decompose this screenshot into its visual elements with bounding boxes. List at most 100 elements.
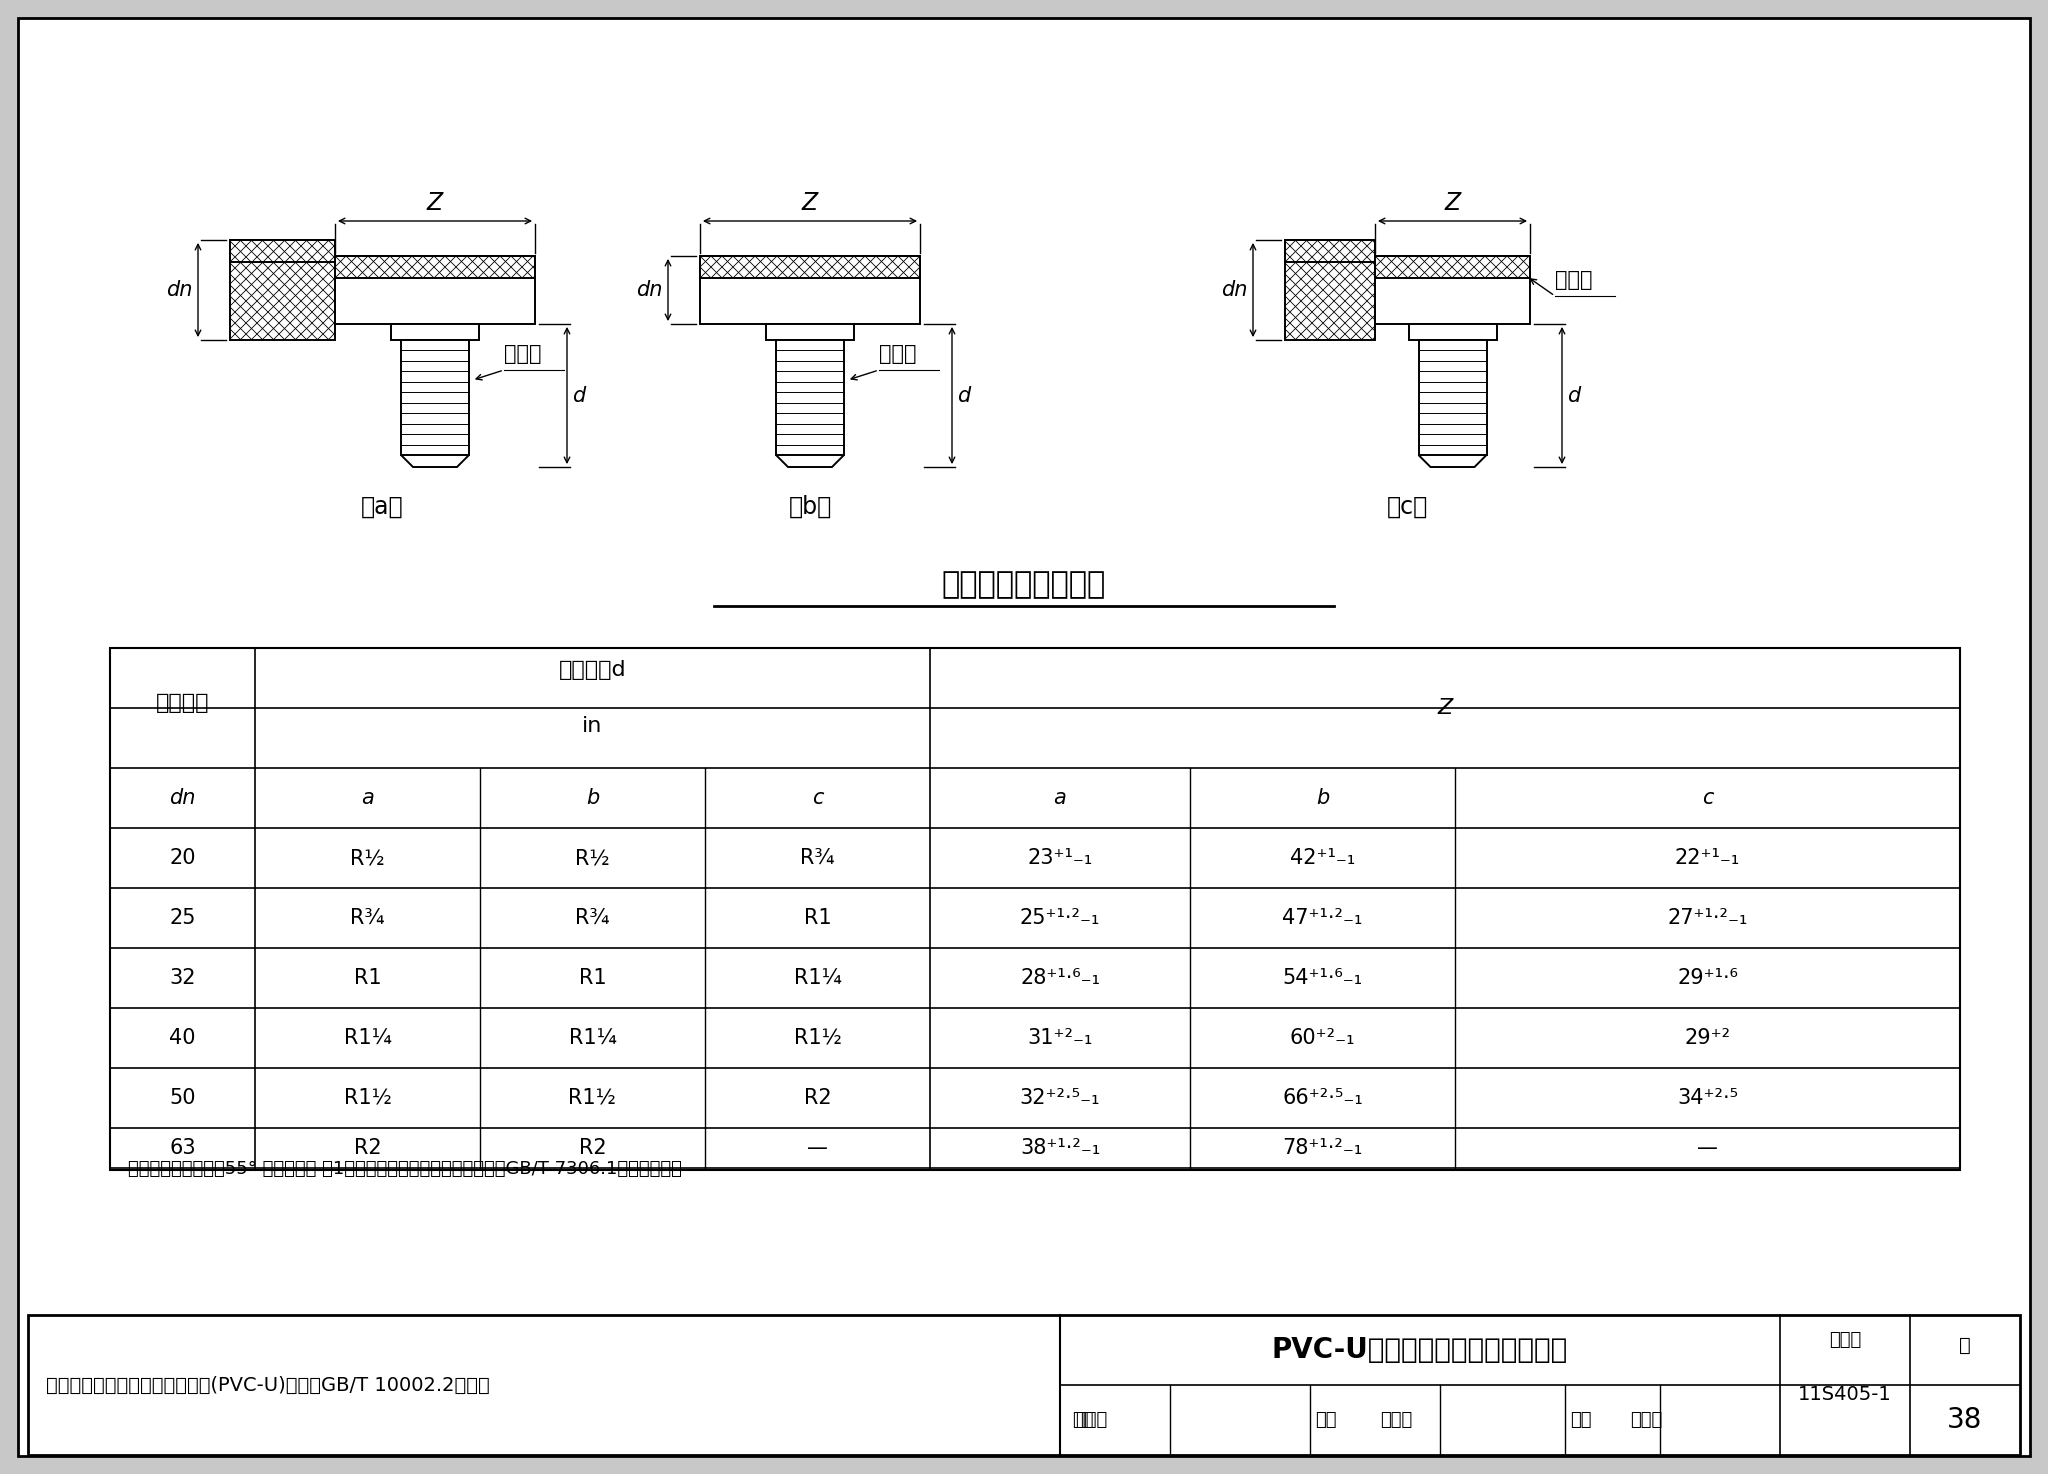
Text: c: c [1702,789,1714,808]
Text: 63: 63 [170,1138,197,1159]
Text: 29⁺¹⋅⁶: 29⁺¹⋅⁶ [1677,968,1739,988]
Text: 60⁺²₋₁: 60⁺²₋₁ [1290,1027,1356,1048]
Text: R¾: R¾ [801,848,836,868]
Text: 66⁺²⋅⁵₋₁: 66⁺²⋅⁵₋₁ [1282,1088,1362,1108]
Text: 32: 32 [170,968,197,988]
Text: 20: 20 [170,848,197,868]
Text: 31⁺²₋₁: 31⁺²₋₁ [1028,1027,1094,1048]
Bar [1419,340,1487,455]
Text: d: d [1567,386,1581,405]
Text: R½: R½ [350,848,385,868]
Text: R½: R½ [575,848,610,868]
Text: a: a [1053,789,1067,808]
Bar [1409,324,1497,340]
Bar [776,340,844,455]
Bar [1374,256,1530,279]
Text: R1½: R1½ [344,1088,391,1108]
Text: Z: Z [1444,192,1460,215]
Text: 注：螺纹尺寸符合〈55° 密封管螺纹 第1部分：圆柱内螺纹与圆锥外螺纹》GB/T 7306.1的有关规定。: 注：螺纹尺寸符合〈55° 密封管螺纹 第1部分：圆柱内螺纹与圆锥外螺纹》GB/T… [127,1160,682,1178]
Text: 34⁺²⋅⁵: 34⁺²⋅⁵ [1677,1088,1739,1108]
Text: （a）: （a） [360,495,403,519]
Text: 32⁺²⋅⁵₋₁: 32⁺²⋅⁵₋₁ [1020,1088,1100,1108]
Text: 28⁺¹⋅⁶₋₁: 28⁺¹⋅⁶₋₁ [1020,968,1100,988]
Text: d: d [571,386,586,405]
Text: 外螺纹: 外螺纹 [879,343,918,364]
Text: （c）: （c） [1386,495,1427,519]
Text: Z: Z [1438,699,1452,718]
Text: R1¼: R1¼ [344,1027,391,1048]
Text: 25⁺¹⋅²₋₁: 25⁺¹⋅²₋₁ [1020,908,1100,929]
Text: R2: R2 [803,1088,831,1108]
Text: 粘结和外螺纹变接头: 粘结和外螺纹变接头 [942,570,1106,598]
Text: 29⁺²: 29⁺² [1683,1027,1731,1048]
Bar [229,240,336,340]
Text: 外螺纹: 外螺纹 [1554,270,1593,290]
Bar [700,256,920,324]
Text: R2: R2 [580,1138,606,1159]
Text: Z: Z [803,192,817,215]
Bar [29,1315,2019,1455]
Text: 审核: 审核 [1071,1411,1094,1428]
Text: 54⁺¹⋅⁶₋₁: 54⁺¹⋅⁶₋₁ [1282,968,1362,988]
Text: R¾: R¾ [350,908,385,929]
Text: dn: dn [637,280,664,301]
Bar [391,324,479,340]
Text: 曲甲酉: 曲甲酉 [1075,1411,1108,1428]
Text: 校对: 校对 [1315,1411,1337,1428]
Text: R1½: R1½ [569,1088,616,1108]
Text: 陈永青: 陈永青 [1380,1411,1413,1428]
Text: 图集号: 图集号 [1829,1331,1862,1349]
Text: 页: 页 [1960,1335,1970,1355]
Bar [700,256,920,279]
Text: 设计: 设计 [1571,1411,1591,1428]
Text: 11S405-1: 11S405-1 [1798,1386,1892,1405]
Text: in: in [582,716,602,736]
Text: 40: 40 [170,1027,197,1048]
Bar [336,256,535,279]
Bar [1284,240,1374,262]
Text: 23⁺¹₋₁: 23⁺¹₋₁ [1028,848,1094,868]
Text: PVC-U管粘接接口注塑管件（四）: PVC-U管粘接接口注塑管件（四） [1272,1335,1569,1363]
Text: 78⁺¹⋅²₋₁: 78⁺¹⋅²₋₁ [1282,1138,1362,1159]
Text: 38: 38 [1948,1406,1982,1434]
Text: R1: R1 [580,968,606,988]
Text: dn: dn [170,789,197,808]
Text: —: — [807,1138,827,1159]
Text: 27⁺¹⋅²₋₁: 27⁺¹⋅²₋₁ [1667,908,1747,929]
Bar [111,649,1960,1170]
Bar [229,240,336,262]
Text: dn: dn [166,280,193,301]
Text: 47⁺¹⋅²₋₁: 47⁺¹⋅²₋₁ [1282,908,1362,929]
Text: R1: R1 [354,968,381,988]
Text: R¾: R¾ [575,908,610,929]
Text: b: b [1317,789,1329,808]
Text: 42⁺¹₋₁: 42⁺¹₋₁ [1290,848,1356,868]
Text: 38⁺¹⋅²₋₁: 38⁺¹⋅²₋₁ [1020,1138,1100,1159]
Text: 吴赏华: 吴赏华 [1630,1411,1663,1428]
Text: 50: 50 [170,1088,197,1108]
Bar [766,324,854,340]
Text: R1½: R1½ [793,1027,842,1048]
Text: d: d [956,386,971,405]
Text: 外螺纹: 外螺纹 [504,343,541,364]
Text: R1¼: R1¼ [793,968,842,988]
Text: （b）: （b） [788,495,831,519]
Text: 螺纹尺寸d: 螺纹尺寸d [559,660,627,680]
Text: R1¼: R1¼ [569,1027,616,1048]
Text: —: — [1698,1138,1718,1159]
Text: b: b [586,789,600,808]
Text: 25: 25 [170,908,197,929]
Text: 公称外径: 公称外径 [156,693,209,713]
Text: R2: R2 [354,1138,381,1159]
Text: Z: Z [426,192,442,215]
Text: a: a [360,789,375,808]
Text: 22⁺¹₋₁: 22⁺¹₋₁ [1675,848,1741,868]
Bar [401,340,469,455]
Bar [1374,256,1530,324]
Text: R1: R1 [803,908,831,929]
Bar [1284,240,1374,340]
Text: c: c [811,789,823,808]
Text: dn: dn [1221,280,1247,301]
Text: 注：本图按《给水用硬聚氯乙烯(PVC-U)管件》GB/T 10002.2编制。: 注：本图按《给水用硬聚氯乙烯(PVC-U)管件》GB/T 10002.2编制。 [45,1375,489,1394]
Bar [336,256,535,324]
